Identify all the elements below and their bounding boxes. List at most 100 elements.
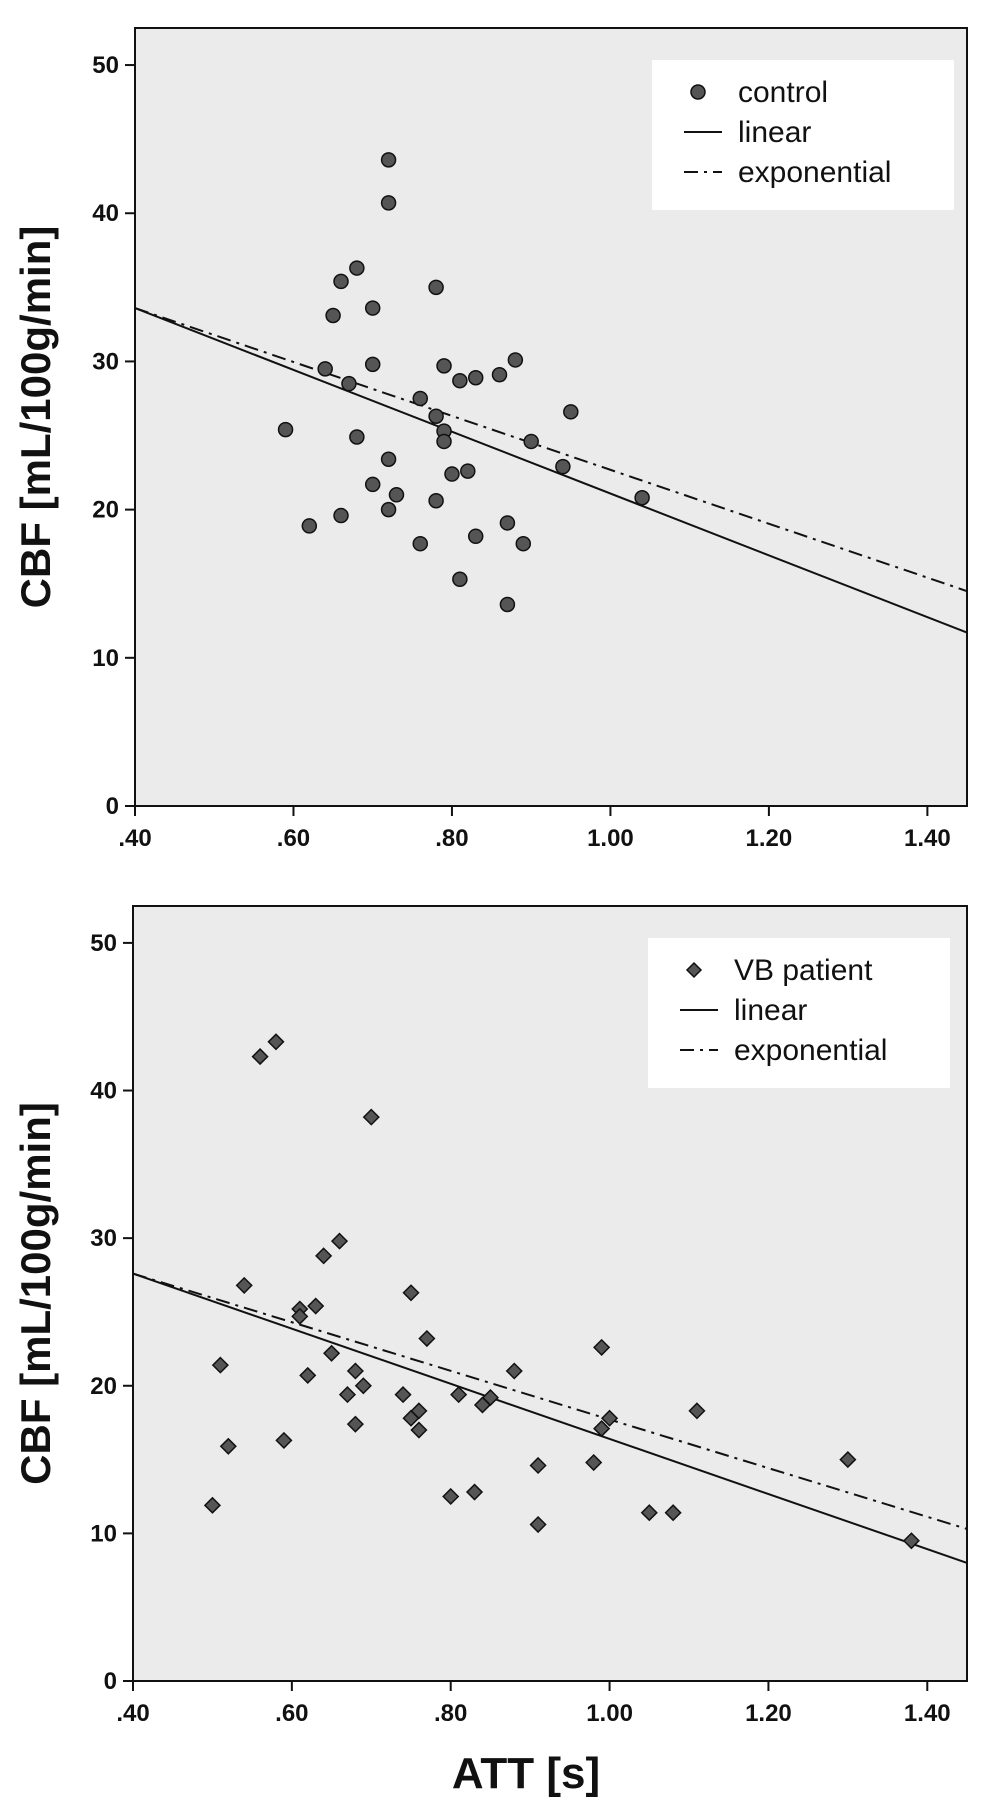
data-point	[450, 1386, 468, 1404]
data-point	[499, 596, 516, 613]
legend-label: exponential	[738, 156, 891, 189]
data-point	[515, 535, 532, 552]
data-point	[507, 352, 524, 368]
data-point	[418, 1329, 436, 1348]
data-point	[341, 375, 357, 392]
control-panel: 0 10 20 30 40 50 .40 .60 .80 1.00 1.20 1.40 CBF [mL/…	[12, 27, 968, 852]
exponential-fit-line	[133, 1272, 967, 1530]
data-point	[505, 1362, 523, 1380]
data-point	[380, 501, 397, 518]
x-axis-title: ATT [s]	[452, 1749, 600, 1798]
data-point	[349, 429, 365, 445]
data-point	[601, 1409, 619, 1427]
data-point	[593, 1338, 611, 1356]
x-tick-label: 1.00	[586, 1700, 633, 1727]
y-tick-label: 0	[106, 793, 119, 820]
data-point	[211, 1356, 229, 1374]
data-point	[563, 404, 579, 420]
data-point	[410, 1402, 428, 1420]
x-tick-label: 1.00	[587, 825, 634, 852]
data-point	[380, 152, 397, 168]
data-point	[354, 1377, 372, 1395]
data-point	[388, 487, 405, 503]
data-point	[330, 1232, 349, 1250]
x-tick-label: .40	[116, 1700, 149, 1727]
data-point	[460, 463, 476, 479]
legend-label: exponential	[734, 1034, 887, 1067]
plot-content	[133, 1033, 967, 1564]
data-point	[315, 1247, 333, 1265]
data-point	[491, 367, 508, 383]
x-tick-label: .60	[275, 1700, 308, 1727]
data-point	[555, 458, 571, 475]
data-point	[585, 1453, 603, 1472]
data-point	[593, 1420, 611, 1438]
data-point	[444, 466, 460, 482]
x-tick-label: 1.20	[746, 825, 793, 852]
data-point	[346, 1415, 364, 1433]
data-point	[428, 408, 444, 425]
data-point	[219, 1437, 237, 1455]
y-tick-label: 20	[92, 497, 119, 524]
data-point	[251, 1048, 269, 1066]
linear-fit-line	[133, 1272, 967, 1564]
y-tick-label: 30	[92, 348, 119, 375]
legend-label: linear	[738, 116, 811, 149]
data-point	[634, 490, 650, 506]
exponential-fit-line	[135, 307, 967, 593]
legend-label: control	[738, 76, 828, 109]
x-tick-label: .80	[434, 1700, 467, 1727]
data-point	[299, 1366, 317, 1384]
data-point	[499, 515, 516, 531]
data-point	[839, 1451, 857, 1469]
plot-content	[135, 152, 967, 634]
data-point	[402, 1284, 420, 1302]
data-point	[428, 279, 444, 296]
y-tick-label: 40	[92, 200, 119, 227]
data-point	[380, 451, 397, 467]
data-point	[277, 421, 294, 438]
data-point	[333, 273, 349, 290]
legend-box	[652, 60, 954, 210]
x-tick-label: .40	[118, 825, 151, 852]
y-axis-title: CBF [mL/100g/min]	[12, 1102, 59, 1485]
legend-label: linear	[734, 994, 807, 1027]
legend-marker-circle	[690, 84, 706, 100]
data-point	[333, 507, 349, 524]
data-point	[325, 307, 341, 324]
data-point	[529, 1515, 547, 1534]
data-point	[467, 369, 484, 386]
legend-box	[648, 938, 950, 1088]
data-point	[380, 195, 397, 211]
data-point	[436, 358, 452, 374]
linear-fit-line	[135, 307, 967, 634]
data-point	[902, 1532, 920, 1550]
data-point	[346, 1362, 364, 1380]
data-point	[362, 1108, 380, 1126]
data-point	[275, 1431, 293, 1449]
data-point	[664, 1504, 682, 1522]
data-point	[338, 1386, 357, 1404]
data-point	[364, 356, 381, 373]
data-point	[235, 1276, 253, 1294]
data-point	[307, 1297, 325, 1315]
legend: control linear exponential	[652, 60, 954, 210]
data-point	[267, 1033, 285, 1051]
y-tick-label: 0	[104, 1668, 117, 1695]
x-tick-label: 1.40	[904, 1700, 951, 1727]
data-point	[364, 300, 381, 316]
data-point	[465, 1483, 484, 1501]
y-tick-label: 20	[90, 1373, 117, 1400]
data-point	[364, 476, 381, 493]
legend: VB patient linear exponential	[648, 938, 950, 1088]
data-point	[452, 372, 468, 389]
x-tick-label: 1.40	[904, 825, 951, 852]
data-point	[529, 1456, 547, 1475]
data-point	[688, 1402, 706, 1420]
y-axis-title: CBF [mL/100g/min]	[12, 226, 59, 609]
data-point	[412, 390, 429, 407]
x-tick-label: 1.20	[745, 1700, 792, 1727]
data-point	[349, 260, 365, 276]
data-point	[640, 1504, 658, 1522]
